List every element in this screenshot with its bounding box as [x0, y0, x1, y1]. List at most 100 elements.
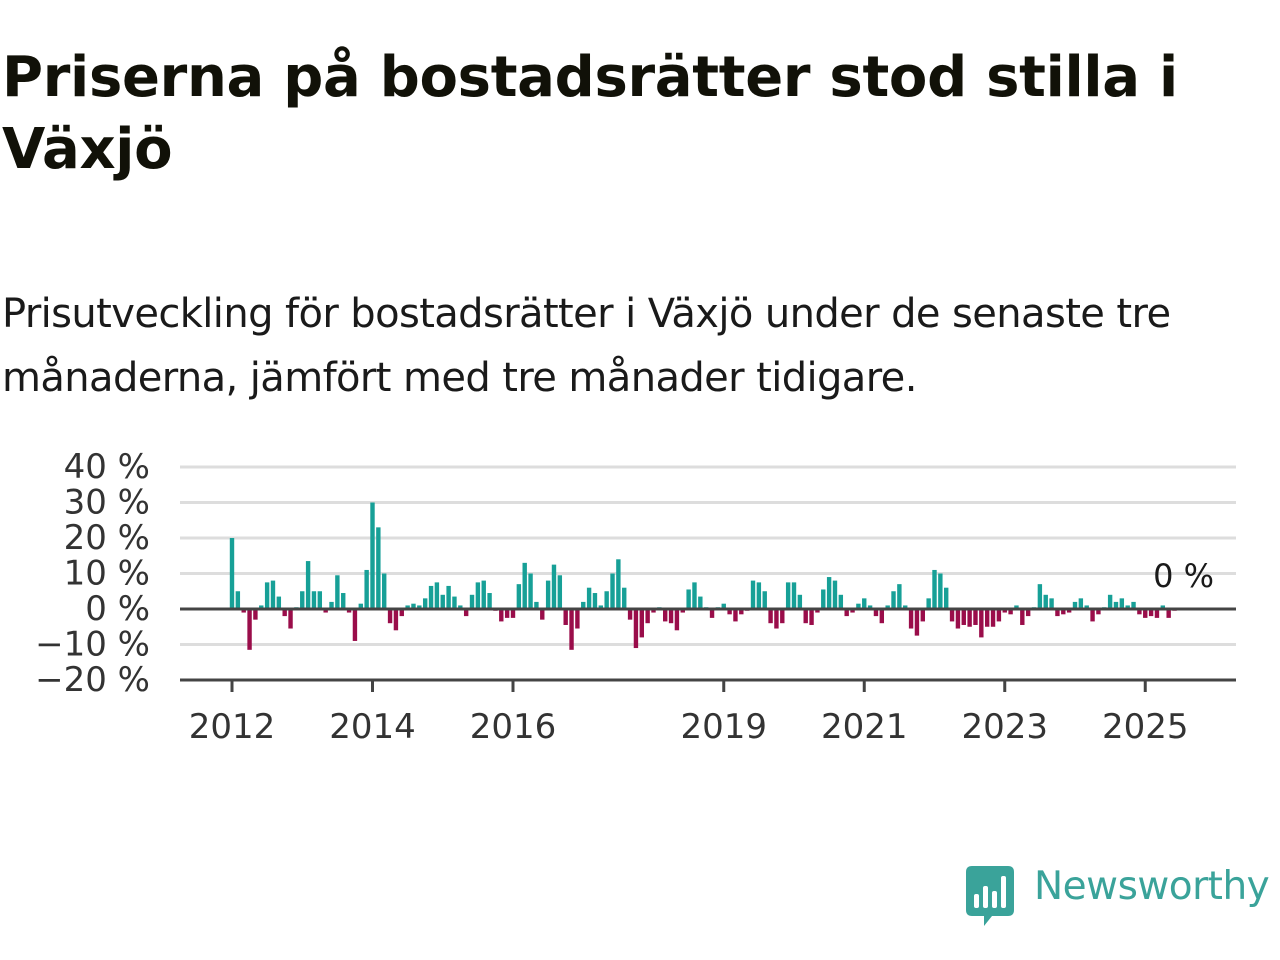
- bar: [241, 609, 246, 613]
- bar: [944, 587, 949, 609]
- bar: [1002, 609, 1007, 613]
- bar: [1125, 605, 1130, 609]
- bar: [300, 591, 305, 609]
- bar: [305, 561, 311, 609]
- bar: [633, 609, 639, 649]
- bar: [692, 582, 697, 609]
- x-tick-label: 2016: [470, 707, 557, 747]
- bar: [1014, 605, 1019, 609]
- bar: [768, 609, 773, 624]
- bar: [575, 609, 580, 629]
- bar: [967, 609, 972, 627]
- bar: [1119, 598, 1125, 609]
- bar: [592, 593, 598, 609]
- bar: [417, 605, 422, 609]
- bar: [1107, 594, 1113, 609]
- bar: [990, 609, 996, 627]
- bar: [733, 609, 738, 622]
- bar: [897, 584, 902, 609]
- bar: [639, 609, 644, 638]
- x-tick-label: 2014: [329, 707, 416, 747]
- x-tick-label: 2012: [189, 707, 276, 747]
- gridlines: [180, 465, 1236, 646]
- y-tick-label: 30 %: [64, 483, 150, 523]
- bar: [352, 609, 358, 641]
- bar: [815, 609, 820, 613]
- bar: [739, 609, 744, 615]
- y-tick-label: 40 %: [64, 447, 150, 487]
- bar: [791, 582, 797, 609]
- bar: [1096, 609, 1101, 615]
- bar: [1008, 609, 1013, 615]
- y-tick-label: 20 %: [64, 518, 150, 558]
- bar: [428, 585, 434, 609]
- bar: [288, 609, 293, 629]
- bar: [797, 594, 803, 609]
- bar: [1154, 609, 1160, 618]
- bar: [247, 609, 252, 650]
- bar: [645, 609, 650, 624]
- bar: [903, 605, 908, 609]
- bar: [259, 605, 264, 609]
- bar: [979, 609, 984, 638]
- bar: [721, 603, 726, 609]
- bar: [838, 594, 844, 609]
- bar: [1166, 609, 1171, 618]
- bar: [534, 601, 539, 609]
- bar: [376, 527, 381, 609]
- bar: [908, 609, 914, 629]
- bar: [434, 582, 440, 609]
- bar: [358, 603, 363, 609]
- bar: [750, 580, 756, 609]
- bar: [785, 582, 791, 609]
- bar: [663, 609, 668, 622]
- bar: [253, 609, 258, 620]
- x-axis-labels: 2012 2014 2016 2019 2021 2023 2025: [189, 680, 1189, 747]
- bar: [885, 605, 890, 609]
- x-tick-label: 2021: [821, 707, 908, 747]
- bar: [387, 609, 393, 624]
- bar: [311, 591, 317, 609]
- bar: [341, 593, 346, 609]
- bar: [1020, 609, 1025, 625]
- bar: [879, 609, 885, 624]
- bar: [627, 609, 633, 620]
- bar: [440, 594, 445, 609]
- bar: [856, 603, 861, 609]
- bar: [229, 538, 235, 609]
- bar: [961, 609, 966, 625]
- bar: [1143, 609, 1148, 618]
- bar: [1049, 598, 1054, 609]
- bar: [698, 596, 703, 609]
- bar: [1084, 605, 1089, 609]
- bar: [393, 609, 399, 631]
- bar: [1078, 598, 1084, 609]
- bar: [346, 609, 352, 613]
- bar: [510, 609, 516, 618]
- bar: [1090, 609, 1095, 622]
- bar: [540, 609, 545, 620]
- bar: [528, 573, 533, 609]
- bar: [891, 591, 896, 609]
- bar: [809, 609, 814, 625]
- bar: [938, 573, 943, 609]
- bar: [920, 609, 925, 622]
- bar: [668, 609, 674, 624]
- bar: [446, 585, 451, 609]
- bar: [1160, 605, 1166, 609]
- bar: [329, 601, 334, 609]
- bar: [481, 580, 486, 609]
- bar: [1148, 609, 1154, 617]
- bar: [610, 573, 615, 609]
- bar: [475, 582, 481, 609]
- bar: [317, 591, 323, 609]
- bar: [235, 591, 241, 609]
- y-tick-label: 0 %: [85, 589, 150, 629]
- bar: [867, 605, 873, 609]
- bar: [1061, 609, 1066, 615]
- newsworthy-logo: Newsworthy: [962, 862, 1280, 928]
- bar: [422, 598, 428, 609]
- bar-chart: 40 %30 %20 %10 %0 %−10 %−20 % 2012 2014 20…: [35, 447, 1236, 747]
- bar: [458, 605, 463, 609]
- bar: [862, 598, 867, 609]
